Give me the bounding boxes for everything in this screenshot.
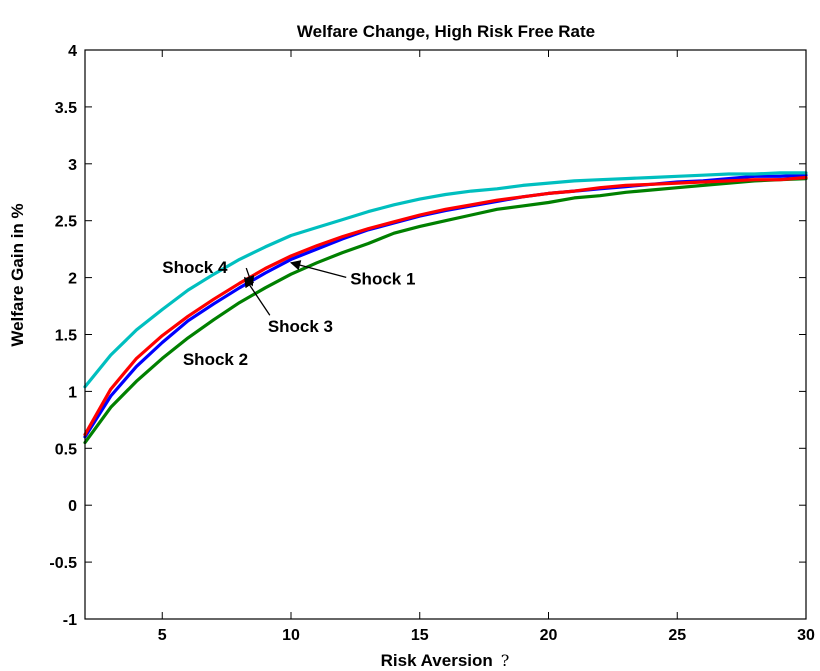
- x-axis-label-symbol: ?: [501, 651, 510, 670]
- y-tick-label: 4: [68, 43, 77, 60]
- x-tick-label: 30: [797, 627, 815, 644]
- x-tick-label: 5: [158, 627, 167, 644]
- annotation-shock-1: Shock 1: [350, 269, 415, 288]
- x-tick-label: 25: [668, 627, 686, 644]
- chart-title: Welfare Change, High Risk Free Rate: [297, 22, 595, 41]
- series-line-1: [83, 173, 808, 439]
- y-tick-label: -0.5: [49, 555, 77, 572]
- x-tick-label: 10: [282, 627, 300, 644]
- y-tick-label: -1: [63, 612, 77, 629]
- y-axis-label: Welfare Gain in %: [8, 203, 27, 346]
- x-tick-label: 20: [540, 627, 558, 644]
- annotation-arrow-1: [289, 260, 347, 279]
- y-tick-label: 1.5: [55, 328, 77, 345]
- y-tick-label: 2.5: [55, 214, 77, 231]
- annotation-shock-2: Shock 2: [183, 350, 248, 369]
- y-tick-label: 1: [68, 384, 77, 401]
- plot-area: 5 10 15 20 25 30 -1 -0.5 0 0.5 1 1.5 2 2.5 3 3.5 4 Shock …: [49, 43, 815, 644]
- y-tick-label: 2: [68, 271, 77, 288]
- series-line-3: [83, 175, 808, 437]
- annotation-arrow-4: [244, 267, 255, 287]
- series-line-2: [83, 177, 808, 445]
- x-axis-label: Risk Aversion?: [381, 651, 510, 670]
- y-tick-label: 3: [68, 157, 77, 174]
- y-tick-label: 3.5: [55, 100, 77, 117]
- y-tick-label: 0.5: [55, 441, 77, 458]
- x-tick-label: 15: [411, 627, 429, 644]
- x-axis-label-text: Risk Aversion: [381, 651, 493, 670]
- annotation-shock-3: Shock 3: [268, 317, 333, 336]
- series-line-4: [83, 171, 808, 389]
- annotation-shock-4: Shock 4: [162, 258, 228, 277]
- y-tick-label: 0: [68, 498, 77, 515]
